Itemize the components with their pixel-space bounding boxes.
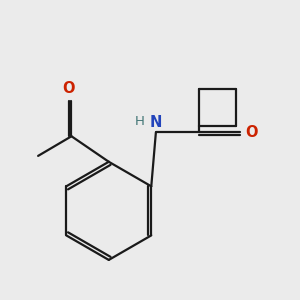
Text: N: N — [150, 116, 162, 130]
Text: O: O — [62, 81, 75, 96]
Text: H: H — [134, 115, 144, 128]
Text: O: O — [245, 125, 257, 140]
